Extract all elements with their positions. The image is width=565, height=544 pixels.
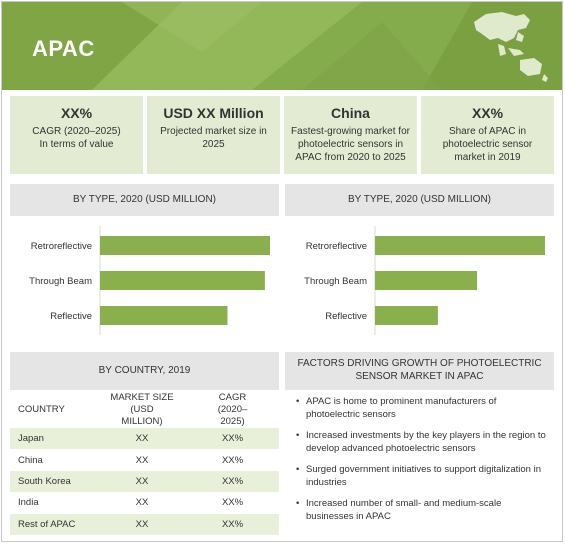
category-tick-label: Through Beam: [29, 276, 92, 287]
apac-map-icon: [474, 12, 548, 82]
kpi-description: CAGR (2020–2025) In terms of value: [32, 126, 121, 150]
type-bar-chart-right: Retroreflective Through Beam Reflective: [304, 226, 545, 335]
table-row: China XX XX%: [10, 449, 279, 471]
cagr-cell: XX%: [186, 428, 279, 450]
region-title: APAC: [32, 36, 95, 61]
kpi-description: Share of APAC in photoelectric sensor ma…: [442, 126, 533, 163]
country-cell: Rest of APAC: [10, 513, 98, 535]
category-tick-label: Retroreflective: [306, 241, 367, 252]
country-cell: China: [10, 449, 98, 471]
kpi-row: XX% CAGR (2020–2025) In terms of value U…: [10, 96, 554, 174]
category-tick-label: Reflective: [50, 311, 92, 322]
bar-through-beam: [375, 271, 477, 290]
cagr-cell: XX%: [186, 513, 279, 535]
bullet-icon: •: [296, 498, 300, 509]
country-cell: South Korea: [10, 470, 98, 493]
table-row: India XX XX%: [10, 492, 279, 514]
column-header-country: COUNTRY: [18, 404, 65, 415]
table-row: South Korea XX XX%: [10, 470, 279, 493]
table-row: Rest of APAC XX XX%: [10, 513, 279, 535]
country-cell: Japan: [10, 428, 98, 450]
market-size-cell: XX: [98, 492, 186, 514]
market-size-cell: XX: [98, 428, 186, 450]
bar-reflective: [375, 306, 438, 325]
region-banner: APAC: [2, 2, 562, 90]
market-size-cell: XX: [98, 470, 186, 493]
factors-header: FACTORS DRIVING GROWTH OF PHOTOELECTRIC …: [285, 352, 554, 390]
bullet-icon: •: [296, 396, 300, 407]
bar-reflective: [100, 306, 228, 325]
bullet-icon: •: [296, 464, 300, 475]
list-item: • Increased investments by the key player…: [296, 430, 546, 455]
list-item: • Surged government initiatives to suppor…: [296, 464, 546, 489]
cagr-cell: XX%: [186, 449, 279, 471]
kpi-description: Fastest-growing market for photoelectric…: [291, 126, 410, 163]
bar-through-beam: [100, 271, 265, 290]
category-tick-label: Retroreflective: [31, 241, 92, 252]
kpi-share: XX% Share of APAC in photoelectric senso…: [421, 96, 554, 174]
bar-retroreflective: [375, 236, 545, 255]
table-row: Japan XX XX%: [10, 428, 279, 450]
country-table: COUNTRY MARKET SIZE (USD MILLION) CAGR (…: [10, 392, 279, 535]
kpi-value: XX%: [60, 105, 93, 121]
chart-header-left: BY TYPE, 2020 (USD MILLION): [10, 184, 279, 216]
cagr-cell: XX%: [186, 492, 279, 514]
category-tick-label: Through Beam: [304, 276, 367, 287]
market-size-cell: XX: [98, 513, 186, 535]
factor-text: Increased investments by the key players…: [306, 430, 546, 454]
factors-list: • APAC is home to prominent manufacturers…: [296, 396, 546, 532]
kpi-value: China: [331, 105, 370, 121]
type-chart-left: Retroreflective Through Beam Reflective: [10, 222, 279, 340]
category-tick-label: Reflective: [325, 311, 367, 322]
kpi-value: XX%: [471, 105, 504, 121]
kpi-description: Projected market size in 2025: [160, 126, 267, 150]
table-header-row: COUNTRY MARKET SIZE (USD MILLION) CAGR (…: [10, 392, 279, 428]
factor-text: APAC is home to prominent manufacturers …: [306, 396, 497, 420]
chart-header-right: BY TYPE, 2020 (USD MILLION): [285, 184, 554, 216]
list-item: • Increased number of small- and medium-s…: [296, 498, 546, 523]
kpi-value: USD XX Million: [163, 105, 264, 121]
country-header: BY COUNTRY, 2019: [10, 352, 279, 390]
list-item: • APAC is home to prominent manufacturers…: [296, 396, 546, 421]
column-header-market-size: MARKET SIZE (USD MILLION): [110, 392, 174, 427]
type-chart-right: Retroreflective Through Beam Reflective: [285, 222, 554, 340]
kpi-cagr: XX% CAGR (2020–2025) In terms of value: [10, 96, 143, 174]
kpi-market-size: USD XX Million Projected market size in …: [147, 96, 280, 174]
kpi-fastest-growing: China Fastest-growing market for photoel…: [284, 96, 417, 174]
cagr-cell: XX%: [186, 470, 279, 493]
column-header-cagr: CAGR (2020–2025): [217, 392, 248, 427]
market-size-cell: XX: [98, 449, 186, 471]
bar-retroreflective: [100, 236, 270, 255]
country-cell: India: [10, 492, 98, 514]
type-bar-chart-left: Retroreflective Through Beam Reflective: [29, 226, 270, 335]
banner-pattern: [2, 2, 562, 90]
factor-text: Increased number of small- and medium-sc…: [306, 498, 502, 522]
bullet-icon: •: [296, 430, 300, 441]
factor-text: Surged government initiatives to support…: [306, 464, 541, 488]
